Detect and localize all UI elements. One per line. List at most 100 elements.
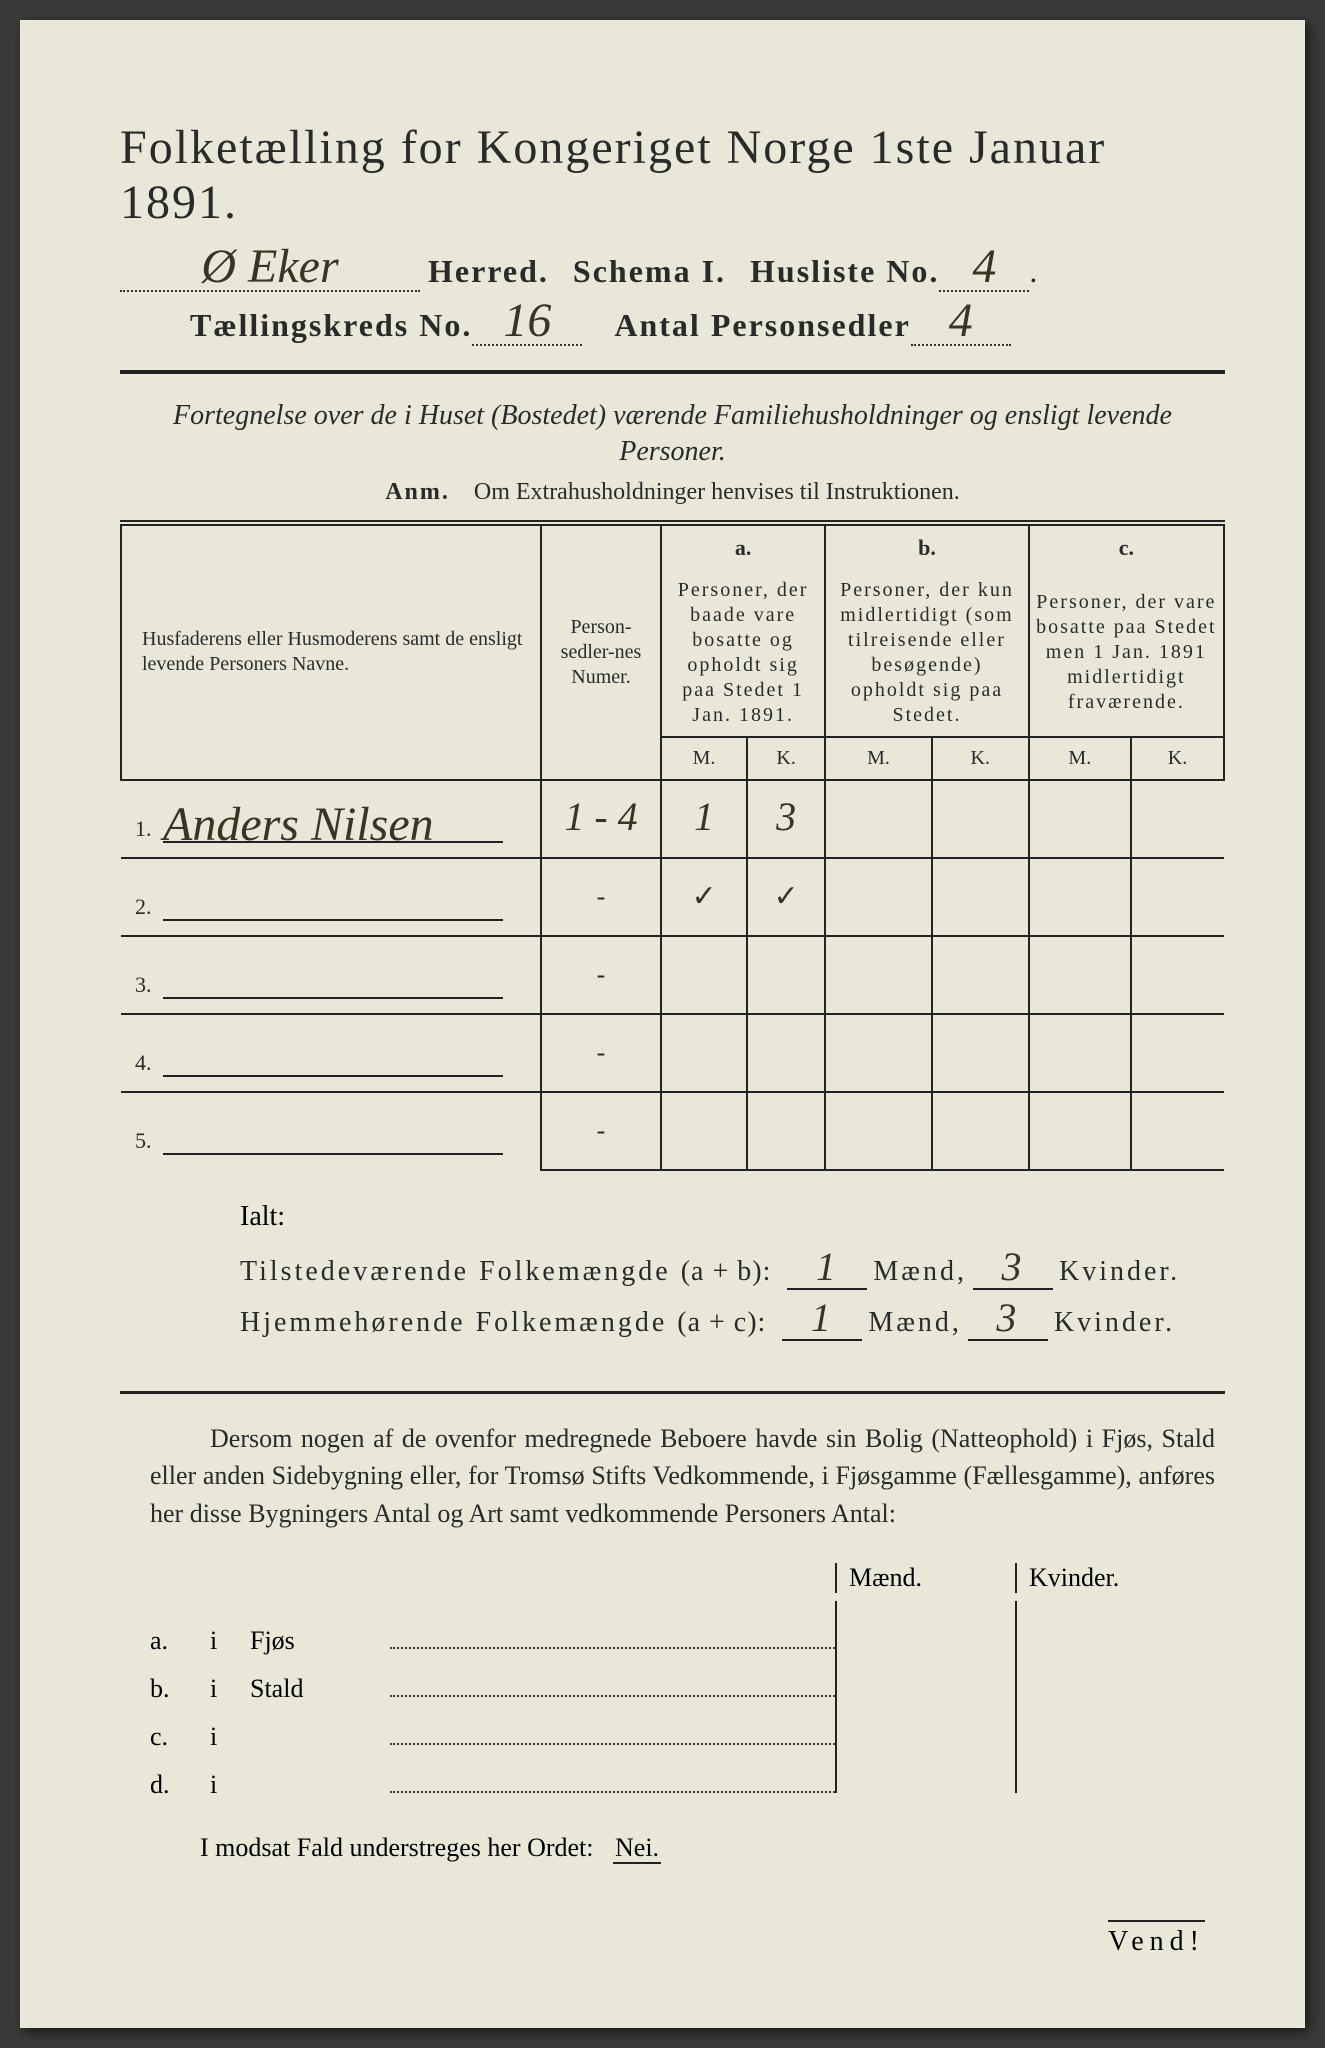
name-underline <box>163 1107 503 1155</box>
tilstede-m-field: 1 <box>787 1251 867 1290</box>
name-value: Anders Nilsen <box>163 806 434 844</box>
kreds-value: 16 <box>503 294 551 347</box>
bygning-row: a.iFjøs <box>150 1601 1195 1649</box>
mk-cell <box>661 1092 747 1170</box>
hjemme-label: Hjemmehørende Folkemængde <box>240 1307 667 1339</box>
byg-m-val <box>835 1649 1015 1697</box>
name-cell: 2. <box>121 858 541 936</box>
mk-cell <box>1131 780 1224 858</box>
row-number: 2. <box>135 894 163 920</box>
num-cell: - <box>541 1092 661 1170</box>
mk-cell <box>825 1014 932 1092</box>
hjemme-expr: (a + c): <box>677 1307 766 1339</box>
kreds-field: 16 <box>472 302 582 346</box>
schema-label: Schema I. <box>573 253 726 290</box>
vend-label: Vend! <box>1108 1920 1205 1958</box>
mk-cell <box>825 780 932 858</box>
num-cell: - <box>541 936 661 1014</box>
name-cell: 3. <box>121 936 541 1014</box>
name-underline <box>163 1029 503 1077</box>
th-a-m: M. <box>661 737 747 780</box>
name-underline: Anders Nilsen <box>163 795 503 843</box>
husliste-label: Husliste No. <box>750 253 939 290</box>
table-row: 2.-✓✓ <box>121 858 1224 936</box>
name-underline <box>163 951 503 999</box>
mk-cell <box>825 1092 932 1170</box>
th-c-m: M. <box>1029 737 1131 780</box>
th-b-k: K. <box>932 737 1029 780</box>
bygning-row: d.i <box>150 1745 1195 1793</box>
mk-cell <box>661 936 747 1014</box>
byg-dots <box>390 1631 835 1649</box>
nei-word: Nei. <box>613 1833 661 1864</box>
mk-cell <box>1029 858 1131 936</box>
page-title: Folketælling for Kongeriget Norge 1ste J… <box>120 120 1225 230</box>
num-cell: - <box>541 858 661 936</box>
th-a-k: K. <box>747 737 825 780</box>
table-row: 5. - <box>121 1092 1224 1170</box>
mk-cell <box>747 936 825 1014</box>
byg-lab: b. <box>150 1674 210 1704</box>
mk-cell <box>747 1014 825 1092</box>
tilstede-m: 1 <box>816 1244 839 1289</box>
mk-cell: 1 <box>661 780 747 858</box>
bygning-header: Mænd. Kvinder. <box>150 1563 1195 1593</box>
byg-m-val <box>835 1745 1015 1793</box>
mk-cell <box>1131 1092 1224 1170</box>
byg-m-val <box>835 1697 1015 1745</box>
mk-cell: 3 <box>747 780 825 858</box>
byg-i: i <box>210 1626 250 1656</box>
byg-dots <box>390 1679 835 1697</box>
mk-cell: ✓ <box>747 858 825 936</box>
mk-cell <box>932 1092 1029 1170</box>
name-underline <box>163 873 503 921</box>
mk-cell: ✓ <box>661 858 747 936</box>
maend-label-1: Mænd, <box>873 1256 967 1288</box>
hjemme-m-field: 1 <box>782 1302 862 1341</box>
mk-cell <box>932 858 1029 936</box>
byg-lab: c. <box>150 1722 210 1752</box>
name-cell: 4. <box>121 1014 541 1092</box>
header-line-3: Tællingskreds No. 16 Antal Personsedler … <box>120 302 1225 346</box>
row-number: 5. <box>135 1128 163 1154</box>
mk-cell <box>1029 1092 1131 1170</box>
tilstede-k-field: 3 <box>973 1251 1053 1290</box>
byg-k-val <box>1015 1649 1195 1697</box>
byg-i: i <box>210 1674 250 1704</box>
mk-cell <box>932 780 1029 858</box>
header-line-2: Ø Eker Herred. Schema I. Husliste No. 4 … <box>120 248 1225 292</box>
th-a: Personer, der baade vare bosatte og opho… <box>661 570 825 737</box>
byg-type: Stald <box>250 1674 390 1704</box>
byg-k-val <box>1015 1601 1195 1649</box>
th-b-m: M. <box>825 737 932 780</box>
mk-cell <box>1029 780 1131 858</box>
row-number: 3. <box>135 972 163 998</box>
herred-label: Herred. <box>428 253 549 290</box>
tilstede-expr: (a + b): <box>681 1256 772 1288</box>
th-num: Person-sedler-nes Numer. <box>541 525 661 780</box>
dersom-paragraph: Dersom nogen af de ovenfor medregnede Be… <box>120 1420 1225 1533</box>
maend-label-2: Mænd, <box>868 1307 962 1339</box>
tilstede-k: 3 <box>1001 1244 1024 1289</box>
num-cell: 1 - 4 <box>541 780 661 858</box>
census-table: Husfaderens eller Husmoderens samt de en… <box>120 524 1225 1171</box>
th-b: Personer, der kun midlertidigt (som tilr… <box>825 570 1028 737</box>
anm-text: Om Extrahusholdninger henvises til Instr… <box>474 479 960 505</box>
hjemme-m: 1 <box>811 1295 834 1340</box>
mk-cell <box>1029 936 1131 1014</box>
ialt-label: Ialt: <box>240 1201 1225 1233</box>
divider-3 <box>120 1391 1225 1394</box>
byg-lab: a. <box>150 1626 210 1656</box>
fortegnelse-text: Fortegnelse over de i Huset (Bostedet) v… <box>120 398 1225 471</box>
census-form-page: Folketælling for Kongeriget Norge 1ste J… <box>20 20 1305 2028</box>
antal-label: Antal Personsedler <box>614 307 910 344</box>
byg-k-val <box>1015 1697 1195 1745</box>
byg-maend: Mænd. <box>835 1563 1015 1593</box>
hjemme-line: Hjemmehørende Folkemængde (a + c): 1 Mæn… <box>240 1302 1225 1341</box>
th-c-k: K. <box>1131 737 1224 780</box>
kvinder-label-2: Kvinder. <box>1054 1307 1175 1339</box>
mk-cell <box>661 1014 747 1092</box>
name-cell: 5. <box>121 1092 541 1170</box>
mk-cell <box>1131 936 1224 1014</box>
byg-dots <box>390 1775 835 1793</box>
